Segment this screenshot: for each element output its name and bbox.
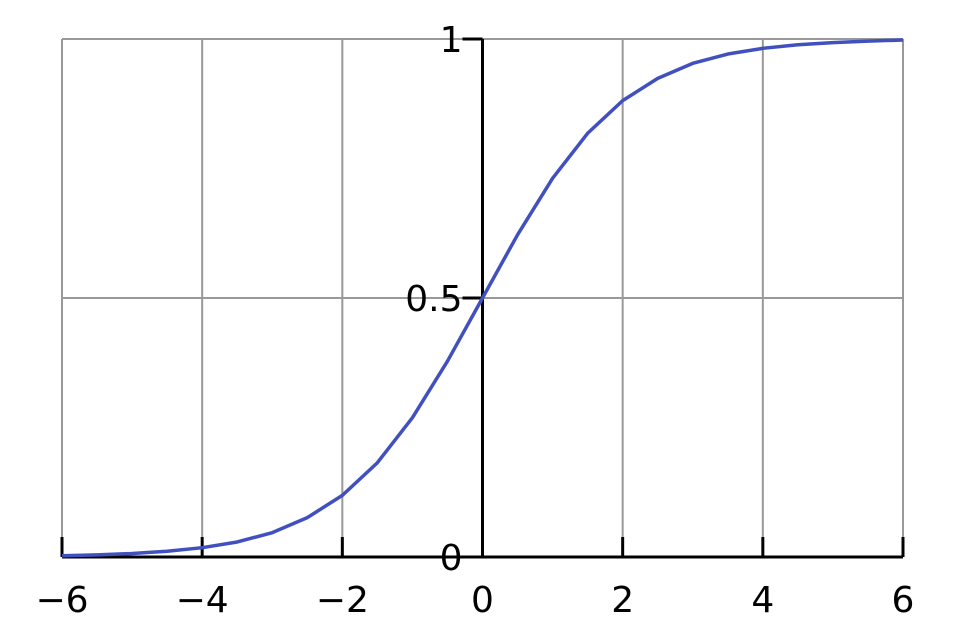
x-tick-label: 6 [892, 580, 915, 621]
x-tick-label: 0 [471, 580, 494, 621]
curve [61, 38, 904, 558]
x-tick-label: −6 [35, 580, 88, 621]
x-tick-label: 2 [611, 580, 634, 621]
y-tick-label: 1 [440, 20, 463, 61]
y-tick-label: 0.5 [405, 279, 462, 320]
y-tick-label: 0 [440, 538, 463, 579]
x-tick-label: −4 [176, 580, 229, 621]
x-tick-label: −2 [316, 580, 369, 621]
x-tick-label: 4 [751, 580, 774, 621]
